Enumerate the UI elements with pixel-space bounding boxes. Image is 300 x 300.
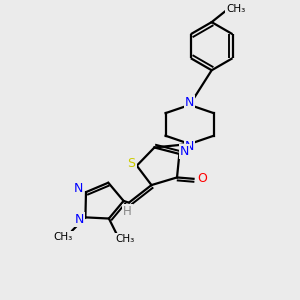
- Text: N: N: [74, 213, 84, 226]
- Text: S: S: [128, 157, 136, 170]
- Text: N: N: [74, 182, 83, 195]
- Text: CH₃: CH₃: [54, 232, 73, 242]
- Text: N: N: [180, 145, 189, 158]
- Text: N: N: [185, 140, 194, 153]
- Text: CH₃: CH₃: [116, 233, 135, 244]
- Text: N: N: [185, 96, 194, 109]
- Text: O: O: [197, 172, 207, 185]
- Text: CH₃: CH₃: [226, 4, 245, 14]
- Text: H: H: [123, 205, 132, 218]
